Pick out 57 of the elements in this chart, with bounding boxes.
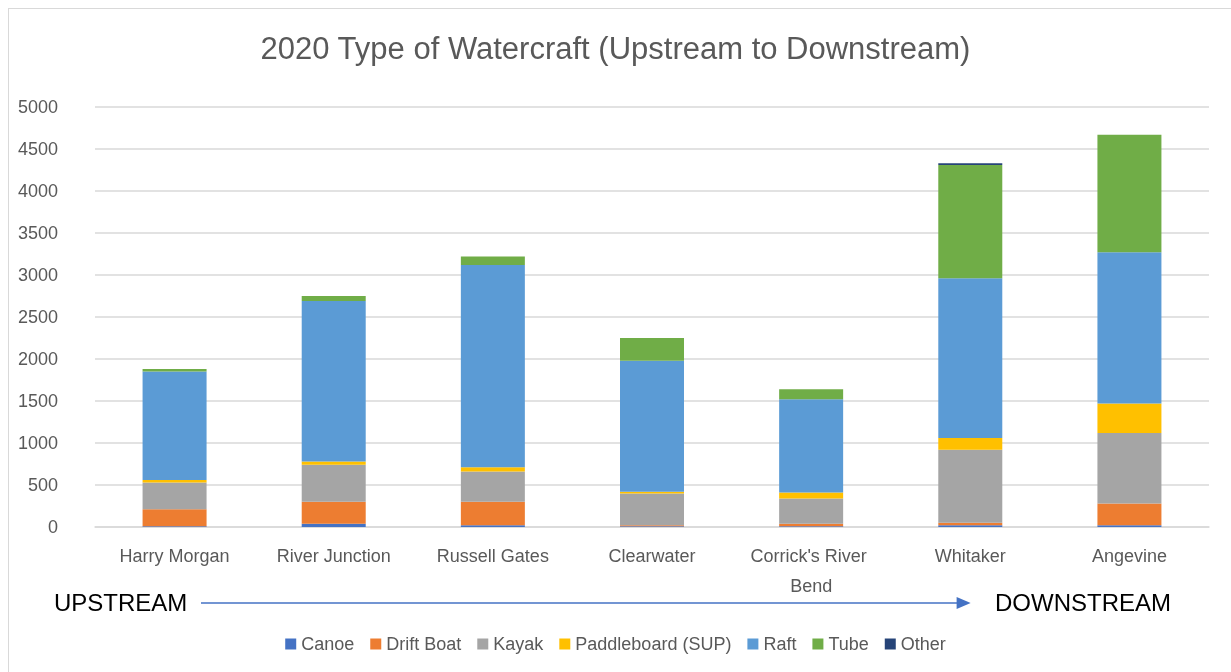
bar [301, 301, 366, 462]
bar [301, 461, 366, 465]
y-tick-label: 2500 [17, 307, 58, 327]
y-tick-label: 4000 [17, 181, 58, 201]
bar [1097, 134, 1162, 253]
x-tick-label: Russell Gates [436, 546, 549, 566]
bar [142, 371, 207, 480]
bar [1097, 252, 1162, 404]
bar [779, 399, 844, 493]
bar [301, 464, 366, 502]
y-tick-label: 3000 [17, 265, 58, 285]
legend-label: Drift Boat [386, 634, 462, 654]
y-tick-label: 1500 [17, 391, 58, 411]
y-tick-label: 3500 [17, 223, 58, 243]
text: DOWNSTREAM [995, 589, 1171, 617]
y-tick-label: 4500 [17, 139, 58, 159]
legend-label: Raft [763, 634, 797, 654]
bar [620, 493, 684, 526]
bar [1097, 403, 1162, 433]
bar [142, 509, 207, 527]
legend-label: Canoe [301, 634, 355, 654]
bar [142, 482, 207, 510]
x-tick-label: Angevine [1091, 546, 1167, 566]
legend-label: Other [900, 634, 946, 654]
bar [460, 501, 525, 526]
bar [142, 369, 207, 372]
y-tick-label: 1000 [17, 433, 58, 453]
x-tick-label: Clearwater [608, 546, 696, 566]
bar [460, 264, 525, 468]
y-tick-label: 5000 [17, 97, 58, 117]
y-tick-label: 500 [27, 475, 58, 495]
legend-label: Kayak [493, 634, 545, 654]
x-tick-label: Whitaker [934, 546, 1006, 566]
bar [1097, 432, 1162, 504]
y-tick-label: 0 [47, 517, 58, 537]
x-tick-label: Corrick's River Bend [750, 546, 872, 596]
legend-label: Tube [828, 634, 869, 654]
legend-label: Paddleboard (SUP) [575, 634, 732, 654]
bar [938, 164, 1003, 279]
bar [779, 389, 844, 400]
bar [1097, 503, 1162, 526]
bar [301, 501, 366, 524]
bar [460, 467, 525, 472]
bar [460, 256, 525, 265]
bar [938, 437, 1003, 450]
text: UPSTREAM [54, 589, 188, 617]
x-tick-label: Harry Morgan [119, 546, 230, 566]
y-tick-label: 2000 [17, 349, 58, 369]
bar [620, 360, 684, 492]
bar [620, 338, 684, 361]
x-tick-label: River Junction [276, 546, 391, 566]
bar [938, 449, 1003, 523]
bar [301, 296, 366, 302]
chart-title: 2020 Type of Watercraft (Upstream to Downstream) [260, 31, 971, 66]
bar [460, 471, 525, 502]
bar [938, 278, 1003, 438]
bar [779, 498, 844, 524]
